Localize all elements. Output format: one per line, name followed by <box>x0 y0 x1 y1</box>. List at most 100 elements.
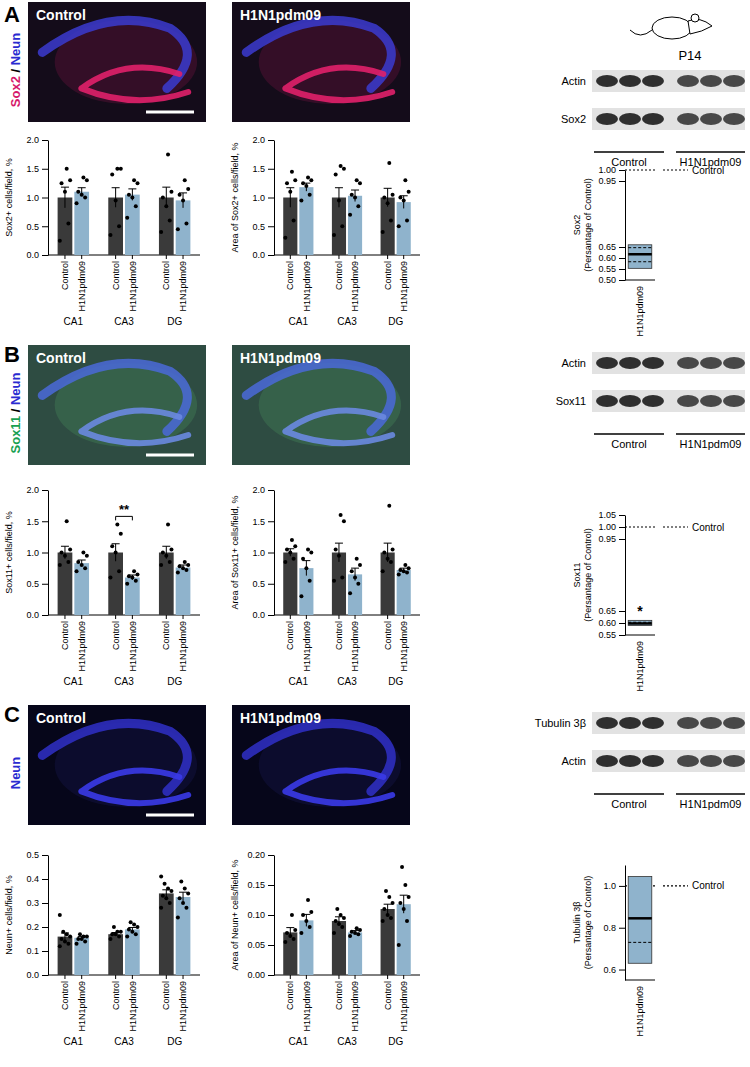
tick-label: 0.0 <box>26 610 39 620</box>
error-bar <box>61 187 69 208</box>
tick-label: 1.05 <box>598 510 616 520</box>
blot-band <box>619 755 641 767</box>
data-point <box>166 887 170 891</box>
data-point <box>301 181 305 185</box>
tick-mark <box>268 553 274 554</box>
data-point <box>335 907 339 911</box>
tick-label: 0.5 <box>26 579 39 589</box>
data-point <box>306 898 310 902</box>
x-tick-mark <box>290 615 291 619</box>
data-point <box>290 538 294 542</box>
bar-chart: 0.00.51.01.52.0ControlControlControlH1N1… <box>230 485 420 687</box>
data-point <box>358 563 362 567</box>
data-point <box>115 930 119 934</box>
y-axis-title-line: (Persantage of Control) <box>583 528 593 622</box>
micrograph-ground <box>28 2 206 122</box>
tick: 1.05 <box>598 510 625 520</box>
tick-label: 1.5 <box>26 164 39 174</box>
data-point <box>184 906 188 910</box>
data-point <box>334 919 338 923</box>
data-point <box>63 554 67 558</box>
data-point <box>178 193 182 197</box>
blot-band <box>642 395 664 407</box>
data-point <box>58 913 62 917</box>
age-label: P14 <box>678 48 701 63</box>
tick-mark <box>42 226 48 227</box>
tick: 0.5 <box>26 579 48 589</box>
bar-chart: 0.00.51.01.52.0ControlControlControlH1N1… <box>4 135 200 327</box>
box <box>628 877 652 964</box>
tick-label: 1.5 <box>26 517 39 527</box>
y-axis: 0.00.10.20.30.40.5 <box>26 850 48 980</box>
blot-band <box>677 75 699 87</box>
data-point <box>132 923 136 927</box>
x-tick-label: H1N1pdm09 <box>635 986 645 1037</box>
group-label: CA3 <box>337 1036 357 1047</box>
data-point <box>81 551 85 555</box>
tick-label: 0.05 <box>247 940 265 950</box>
blot-band <box>700 357 722 369</box>
data-point <box>386 913 390 917</box>
blot-group-line <box>676 433 745 435</box>
data-point <box>290 913 294 917</box>
data-point <box>65 932 69 936</box>
tick: 1.0 <box>252 548 274 558</box>
data-point <box>115 522 119 526</box>
mouse-head <box>688 19 712 34</box>
x-tick-mark <box>355 255 356 259</box>
data-point <box>308 193 312 197</box>
tick-label: 0.60 <box>598 253 616 263</box>
data-point <box>391 547 395 551</box>
micrograph-ground <box>232 2 410 122</box>
tick-label: 0.5 <box>252 222 265 232</box>
data-point <box>127 927 131 931</box>
x-tick-label: Control <box>334 261 344 290</box>
data-point <box>292 219 296 223</box>
data-point <box>355 557 359 561</box>
micrograph <box>28 2 206 122</box>
x-tick-label: H1N1pdm09 <box>128 621 138 672</box>
mouse-body <box>652 17 692 39</box>
blot-strip <box>592 108 745 130</box>
tick: 1.5 <box>26 517 48 527</box>
panel-letter: C <box>4 702 20 727</box>
data-point <box>342 167 346 171</box>
tick-label: 1.0 <box>26 193 39 203</box>
x-tick-label: H1N1pdm09 <box>178 621 188 672</box>
group-label: DG <box>167 316 182 327</box>
data-point <box>403 563 407 567</box>
data-point <box>402 198 406 202</box>
axis-line <box>48 856 49 976</box>
tick: 0.0 <box>26 970 48 980</box>
bar <box>299 187 313 255</box>
box-chart: 0.550.600.650.951.001.05H1N1pdm09*Contro… <box>572 510 724 691</box>
data-point <box>304 184 308 188</box>
micrograph-dg-band <box>81 411 188 444</box>
data-point <box>125 216 129 220</box>
tick-mark <box>42 615 48 616</box>
bar <box>159 198 174 256</box>
data-point <box>83 566 87 570</box>
tick-mark <box>268 490 274 491</box>
data-point <box>66 221 70 225</box>
y-axis-title: Sox11(Persantage of Control) <box>572 528 593 622</box>
data-point <box>389 560 393 564</box>
x-tick-mark <box>115 615 116 619</box>
data-point <box>391 193 395 197</box>
tick-mark <box>268 975 274 976</box>
image-title: H1N1pdm09 <box>240 7 321 23</box>
bar <box>108 553 123 616</box>
data-point <box>183 178 187 182</box>
data-point <box>397 224 401 228</box>
data-point <box>58 563 62 567</box>
data-point <box>386 201 390 205</box>
data-point <box>309 910 313 914</box>
bar <box>74 938 89 975</box>
blot-strip <box>592 70 745 92</box>
data-point <box>178 564 182 568</box>
data-point <box>186 187 190 191</box>
x-tick-label: Control <box>161 261 171 290</box>
data-point <box>339 164 343 168</box>
data-point <box>75 942 79 946</box>
y-axis-title: Neun+ cells/field, % <box>4 875 14 954</box>
